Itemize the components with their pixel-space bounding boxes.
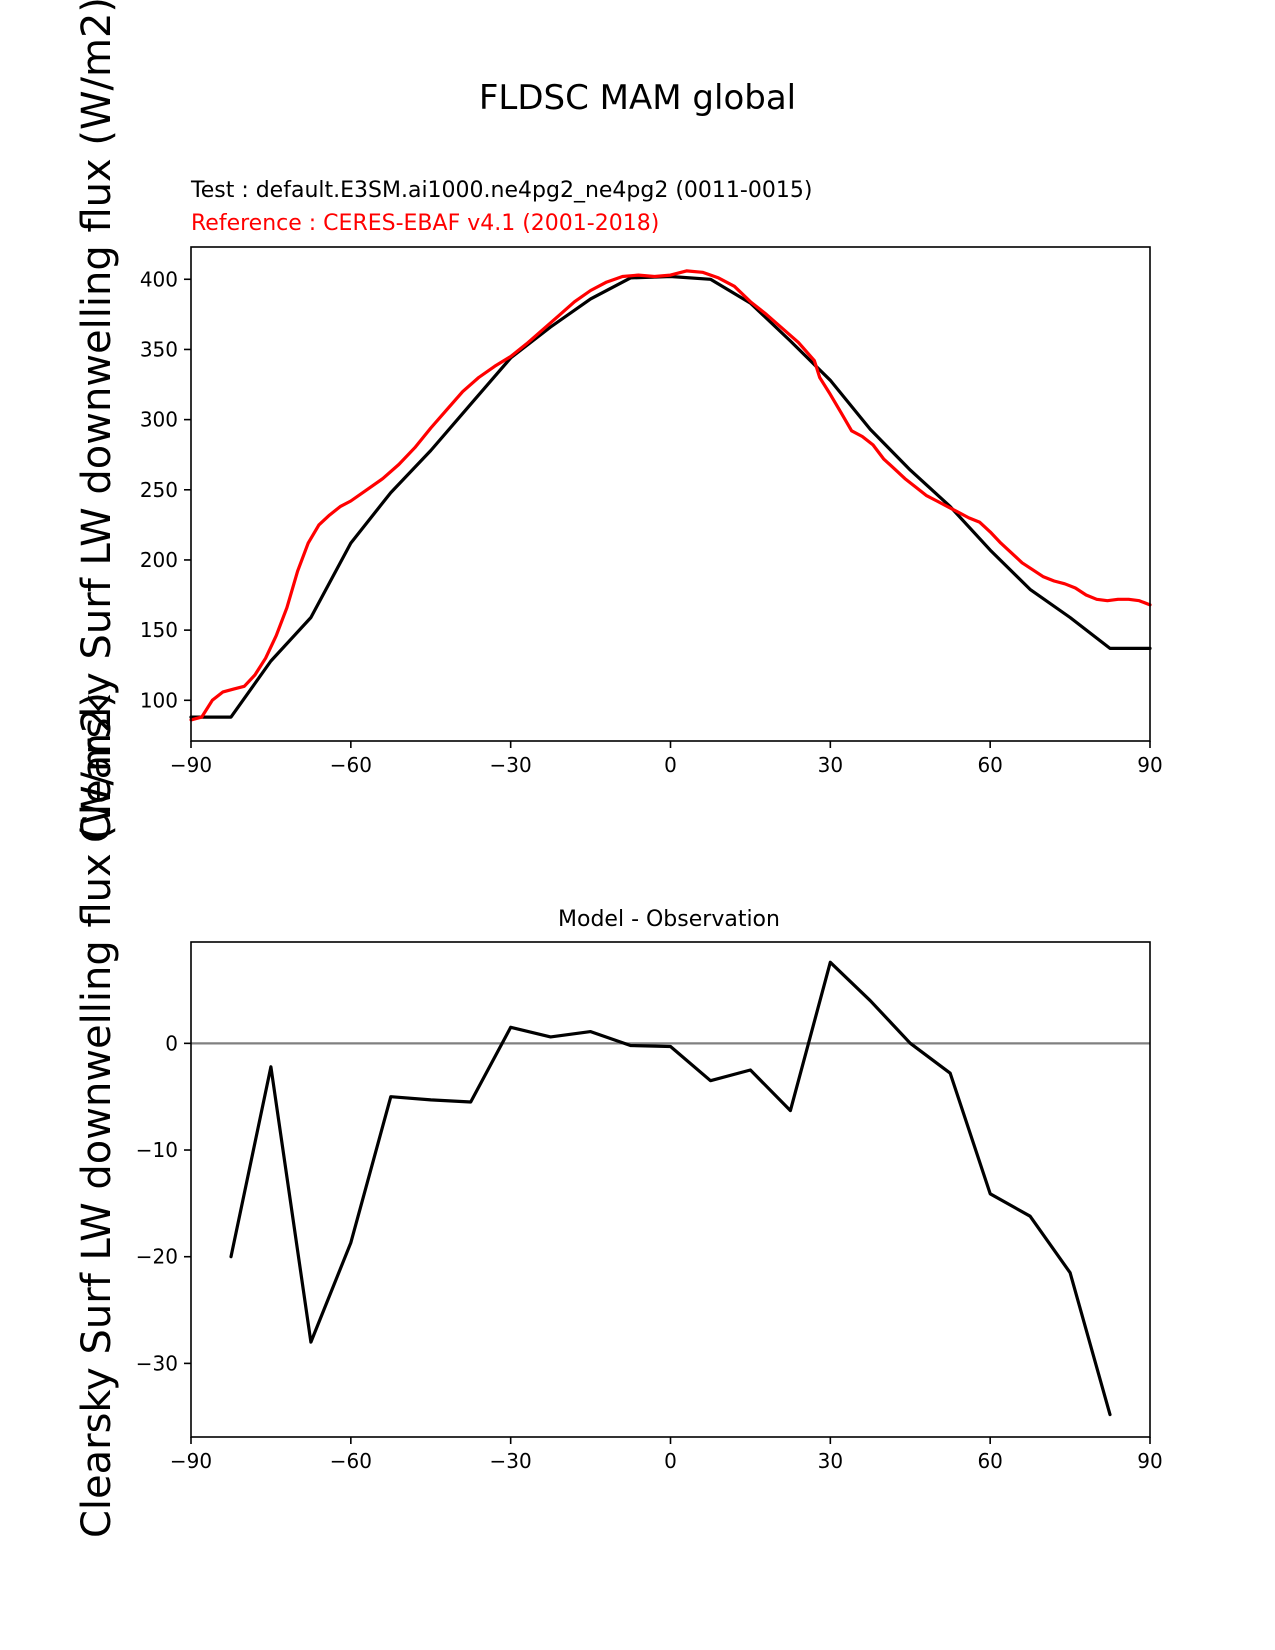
top-ytick-label: 350: [140, 337, 178, 361]
reference-label: Reference : CERES-EBAF v4.1 (2001-2018): [191, 211, 659, 236]
top-ytick-label: 100: [140, 688, 178, 712]
top-xtick-label: 0: [664, 753, 677, 777]
top-ytick-label: 300: [140, 408, 178, 432]
top-series-test-line: [189, 274, 1152, 719]
top-axes-frame: [190, 246, 1151, 742]
top-panel: −90 −60 −30 0 30 60 90 100 150 200 250 300 350 400: [140, 246, 1163, 777]
top-xtick-label: −30: [490, 753, 532, 777]
diff-ytick-label: −20: [136, 1245, 178, 1269]
top-ytick-label: 400: [140, 267, 178, 291]
diff-xtick-label: −60: [330, 1449, 372, 1473]
top-xtick-label: 30: [818, 753, 843, 777]
diff-xtick-label: −90: [170, 1449, 212, 1473]
top-xtick-label: −60: [330, 753, 372, 777]
diff-ytick-label: −30: [136, 1351, 178, 1375]
diff-axes-frame: [190, 941, 1151, 1438]
diff-xtick-label: 90: [1137, 1449, 1162, 1473]
diff-xtick-label: −30: [490, 1449, 532, 1473]
diff-ytick-label: −10: [136, 1138, 178, 1162]
diff-panel: −90 −60 −30 0 30 60 90 −30 −20 −10 0: [136, 941, 1163, 1473]
diff-xtick-label: 0: [664, 1449, 677, 1473]
top-xtick-label: 90: [1137, 753, 1162, 777]
diff-ylabel: Clearsky Surf LW downwelling flux (W/m2): [74, 692, 120, 1538]
diff-xtick-label: 60: [977, 1449, 1002, 1473]
top-ytick-label: 250: [140, 478, 178, 502]
diff-ytick-label: 0: [165, 1031, 178, 1055]
diff-panel-title: Model - Observation: [558, 907, 780, 932]
top-series-reference-line: [189, 269, 1152, 722]
top-ytick-label: 150: [140, 618, 178, 642]
figure-suptitle: FLDSC MAM global: [479, 78, 796, 118]
diff-series-difference-line: [229, 960, 1112, 1417]
diff-xtick-label: 30: [818, 1449, 843, 1473]
top-ytick-label: 200: [140, 548, 178, 572]
top-xtick-label: 60: [977, 753, 1002, 777]
test-label: Test : default.E3SM.ai1000.ne4pg2_ne4pg2…: [190, 178, 812, 203]
top-ylabel: Clearsky Surf LW downwelling flux (W/m2): [74, 0, 120, 843]
top-xtick-label: −90: [170, 753, 212, 777]
